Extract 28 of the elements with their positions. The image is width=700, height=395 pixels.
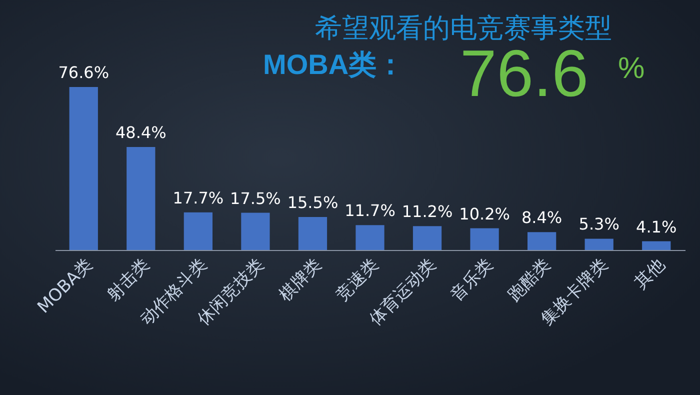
data-label: 4.1% <box>636 217 677 236</box>
data-label: 10.2% <box>459 204 510 224</box>
x-tick-label: 其他 <box>630 255 670 294</box>
bar <box>470 228 499 250</box>
bar <box>69 87 98 250</box>
x-tick-label: 棋牌类 <box>275 255 326 306</box>
data-label: 17.7% <box>172 188 224 208</box>
x-tick-label: 射击类 <box>103 255 154 306</box>
bar <box>356 225 384 250</box>
bar <box>241 212 270 250</box>
text: MOBA类： <box>263 48 405 82</box>
bar <box>126 147 156 250</box>
bar <box>298 217 328 250</box>
bar <box>184 212 212 250</box>
bar <box>642 241 671 250</box>
data-label: 11.7% <box>344 201 396 220</box>
data-label: 17.5% <box>230 188 281 208</box>
data-label: 48.4% <box>115 123 166 142</box>
data-label: 76.6% <box>58 63 110 82</box>
data-label: 8.4% <box>521 208 562 228</box>
bar <box>412 226 442 250</box>
data-label: 5.3% <box>578 214 620 234</box>
data-label: 15.5% <box>287 193 338 212</box>
text: % <box>618 52 645 86</box>
bar <box>528 232 556 250</box>
bar <box>584 238 614 250</box>
data-label: 11.2% <box>402 202 453 222</box>
x-tick-label: 音乐类 <box>447 255 498 306</box>
